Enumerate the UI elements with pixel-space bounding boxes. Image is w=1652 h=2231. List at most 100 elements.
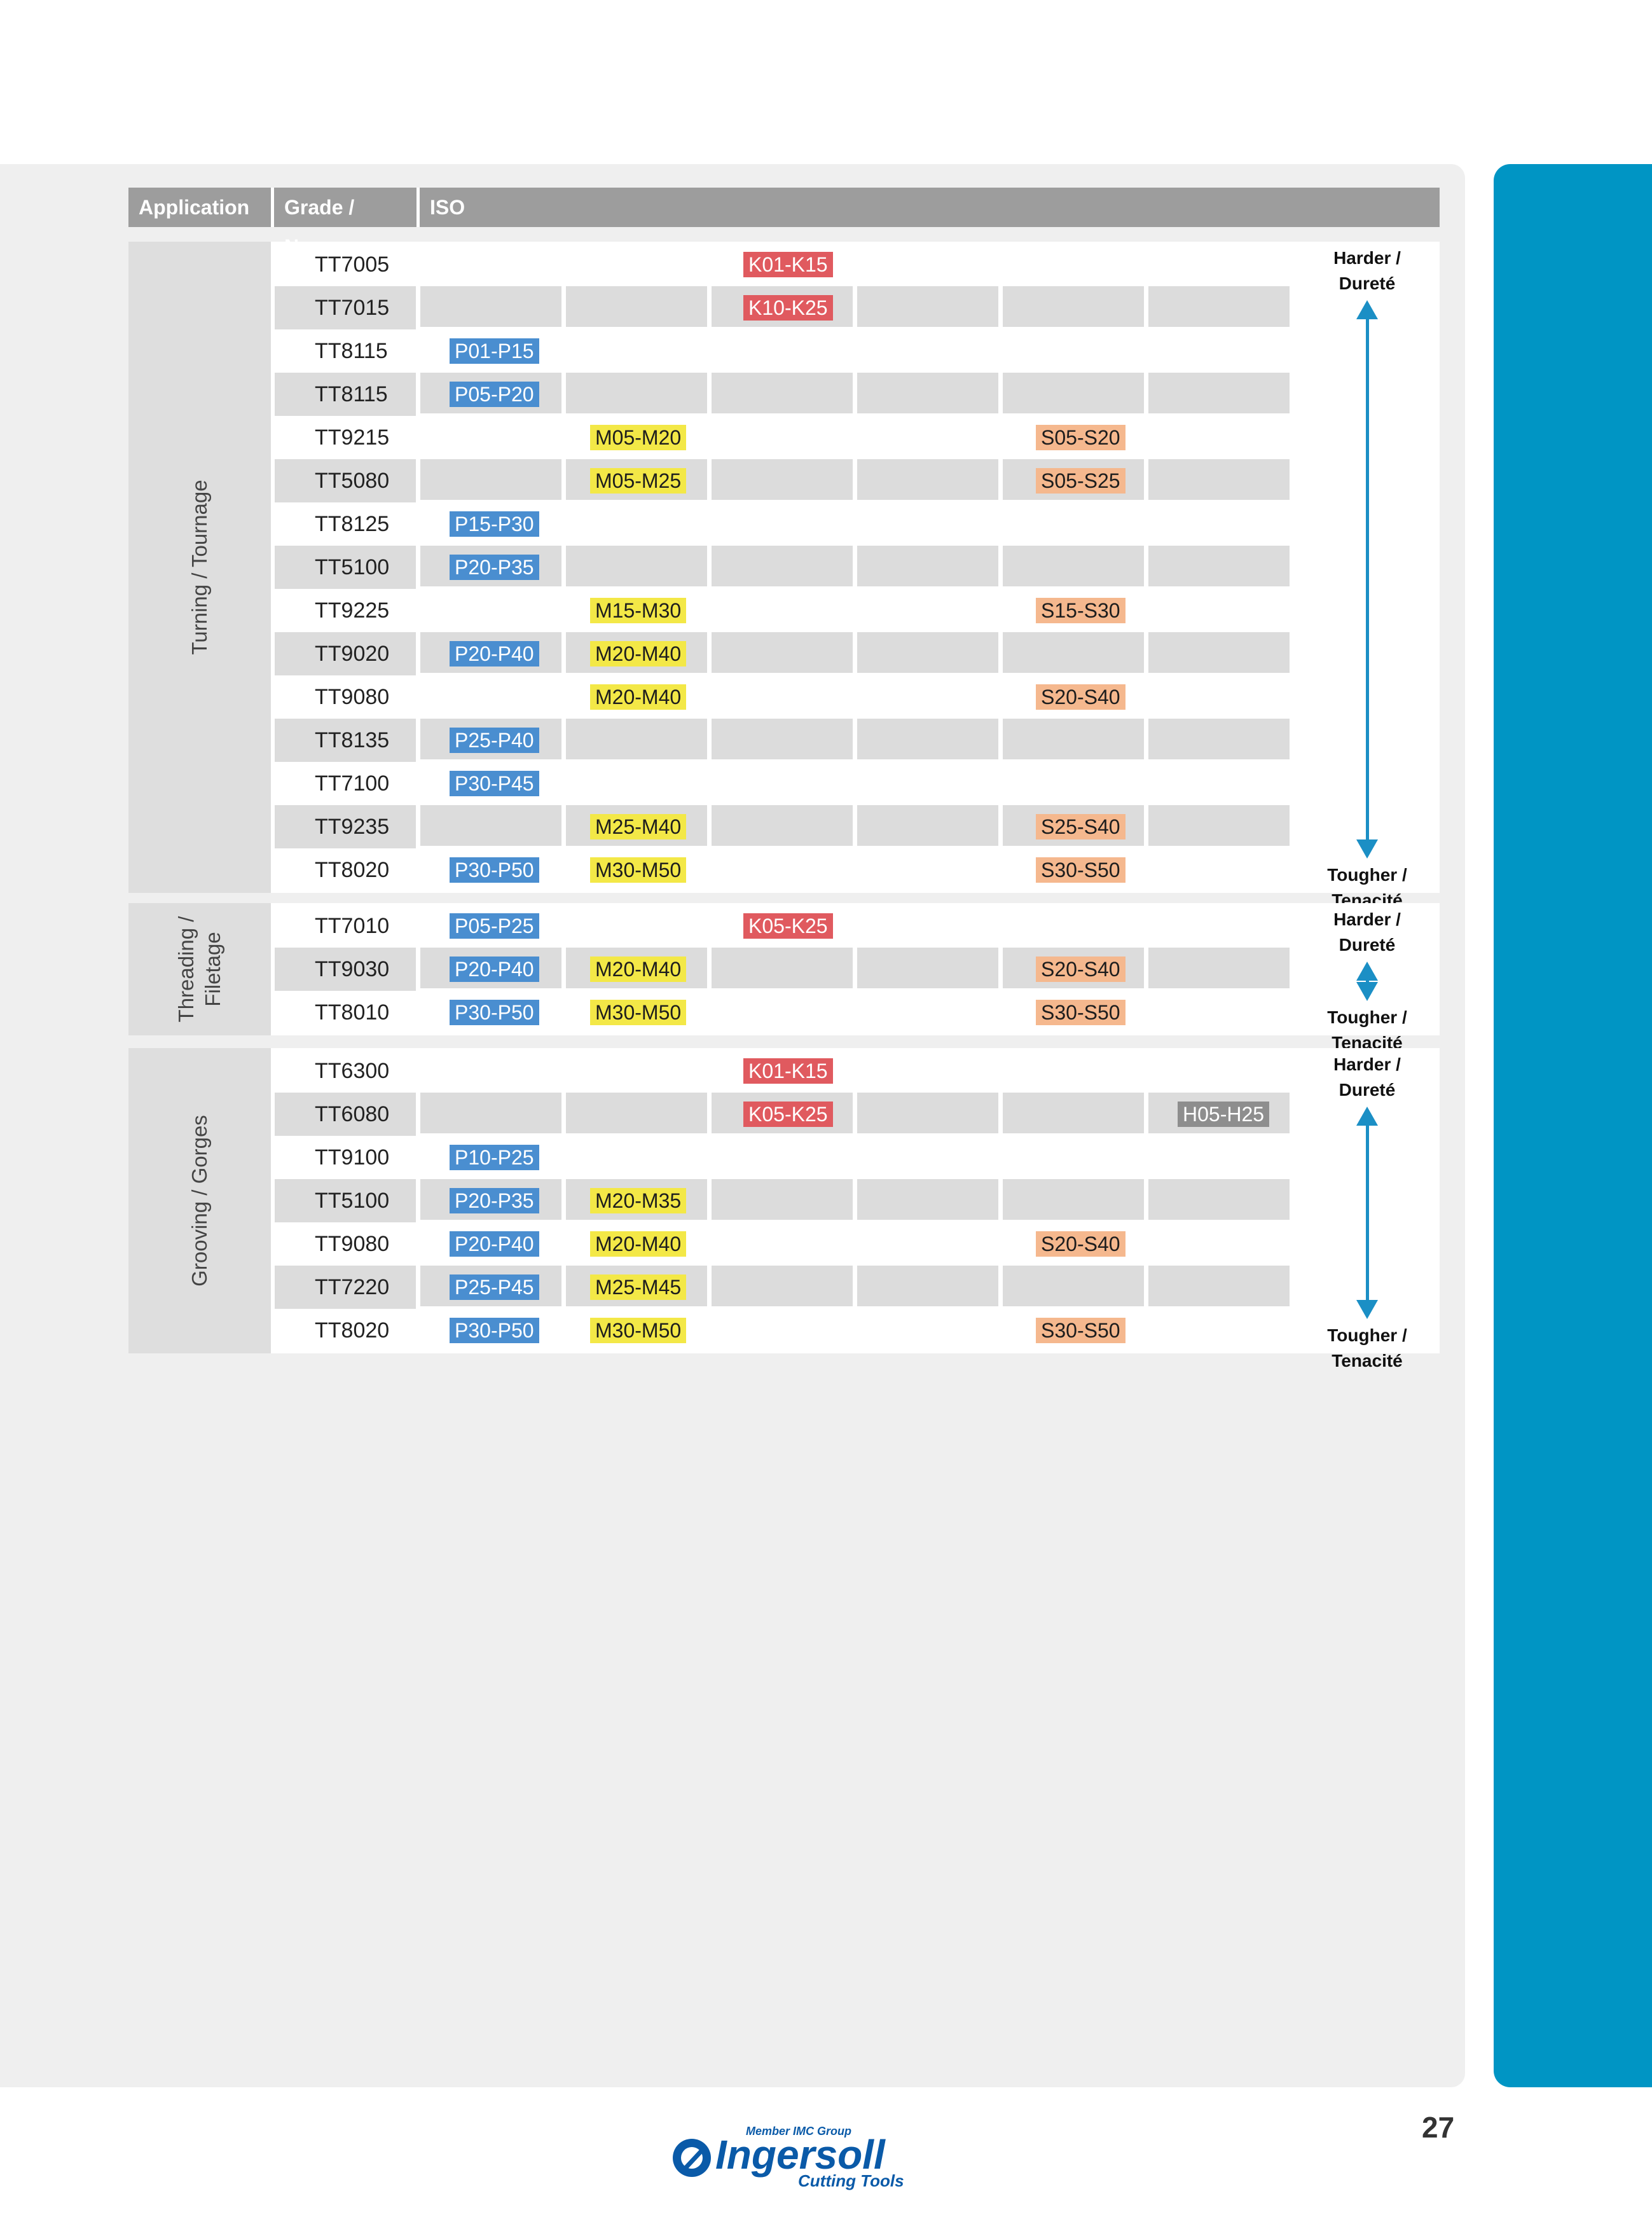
table-row: TT7005 K01-K15 [275,243,1297,286]
arrow-top-line: Harder / [1333,248,1401,268]
iso-cell-p: P25-P45 [420,1266,561,1306]
iso-cell-p: P05-P25 [420,904,561,945]
table-row: TT7100 P30-P45 [275,762,1297,805]
iso-badge-m: M15-M30 [590,598,687,623]
iso-cell-m [566,1093,707,1133]
iso-cell-p: P10-P25 [420,1136,561,1177]
iso-cell-h [1148,1309,1290,1350]
iso-cell-n [857,632,998,673]
iso-cell-s [1003,719,1144,759]
iso-badge-k: K01-K15 [743,252,833,277]
table-row: TT8115 P01-P15 [275,329,1297,373]
iso-badge-p: P05-P25 [450,913,539,939]
iso-cell-s [1003,502,1144,543]
table-row: TT7220 P25-P45 M25-M45 [275,1266,1297,1309]
iso-badge-p: P05-P20 [450,382,539,407]
arrow-top-line: Dureté [1339,273,1396,293]
grade-cell: TT5100 [275,1179,416,1222]
grade-cell: TT8115 [275,373,416,416]
double-arrow-icon [1356,962,1378,1001]
iso-cell-p [420,459,561,500]
iso-cell-n [857,991,998,1032]
iso-cell-k [712,1179,853,1220]
iso-cell-n [857,1266,998,1306]
iso-cell-k: K01-K15 [712,243,853,284]
iso-cell-k [712,632,853,673]
iso-cell-p: P20-P40 [420,948,561,988]
section-label-text: Turning / Tournage [186,480,213,654]
iso-badge-s: S30-S50 [1036,1000,1125,1025]
iso-cell-h [1148,675,1290,716]
iso-badge-m: M30-M50 [590,1000,687,1025]
section-label-text: Grooving / Gorges [186,1115,213,1287]
logo-member-text: Member IMC Group [746,2125,851,2138]
iso-cell-p [420,243,561,284]
grade-cell: TT7220 [275,1266,416,1309]
iso-cell-s [1003,373,1144,413]
iso-cell-p: P25-P40 [420,719,561,759]
iso-cell-k [712,329,853,370]
iso-badge-p: P20-P40 [450,1231,539,1257]
iso-cell-k [712,805,853,846]
iso-cell-s [1003,286,1144,327]
grade-cell: TT5100 [275,546,416,589]
iso-badge-p: P30-P50 [450,857,539,883]
header-iso: ISO [420,188,1440,227]
iso-cell-n [857,1049,998,1090]
iso-cell-s [1003,546,1144,586]
iso-cell-h [1148,848,1290,889]
iso-cell-m [566,904,707,945]
grade-cell: TT9020 [275,632,416,675]
iso-cell-m [566,329,707,370]
grade-cell: TT7010 [315,914,390,938]
iso-cell-h [1148,805,1290,846]
arrow-top-line: Harder / [1333,909,1401,929]
iso-cell-k [712,459,853,500]
iso-cell-s: S20-S40 [1003,675,1144,716]
section-label-line: Threading / [174,916,198,1023]
iso-cell-m: M30-M50 [566,848,707,889]
grade-cell: TT7005 [315,252,390,277]
grade-cell: TT5080 [275,459,416,502]
table-row: TT9080 M20-M40 S20-S40 [275,675,1297,719]
iso-cell-h [1148,1049,1290,1090]
iso-badge-s: S05-S25 [1036,468,1125,494]
iso-badge-p: P20-P40 [450,641,539,667]
iso-cell-k [712,1222,853,1263]
header-application: Application [128,188,274,227]
iso-cell-s [1003,632,1144,673]
table-row: TT8020 P30-P50 M30-M50 S30-S50 [275,1309,1297,1352]
table-row: TT9215 M05-M20 S05-S20 [275,416,1297,459]
iso-cell-p [420,1049,561,1090]
iso-cell-k: K10-K25 [712,286,853,327]
iso-cell-k [712,373,853,413]
grade-cell: TT7015 [275,286,416,329]
iso-cell-n [857,1309,998,1350]
section-0: Turning / Tournage TT7005 K01-K15 TT7015 K10… [128,242,1440,910]
iso-cell-n [857,719,998,759]
iso-cell-n [857,848,998,889]
grade-cell: TT9235 [275,805,416,848]
double-arrow-icon [1356,1107,1378,1319]
table-row: TT9100 P10-P25 [275,1136,1297,1179]
grade-cell: TT9030 [275,948,416,991]
iso-badge-k: K01-K15 [743,1058,833,1084]
iso-cell-s: S30-S50 [1003,848,1144,889]
iso-badge-p: P10-P25 [450,1145,539,1170]
iso-cell-n [857,1222,998,1263]
iso-cell-s [1003,1049,1144,1090]
iso-cell-k: K05-K25 [712,904,853,945]
iso-cell-h [1148,502,1290,543]
iso-cell-p [420,1093,561,1133]
iso-cell-h [1148,459,1290,500]
iso-cell-n [857,762,998,803]
grade-cell: TT6080 [275,1093,416,1136]
iso-cell-m: M15-M30 [566,589,707,630]
iso-cell-n [857,459,998,500]
iso-cell-m: M30-M50 [566,1309,707,1350]
iso-badge-m: M30-M50 [590,857,687,883]
iso-cell-p: P05-P20 [420,373,561,413]
arrow-label-harder: Harder / Dureté [1295,1052,1440,1103]
iso-cell-h: H05-H25 [1148,1093,1290,1133]
side-tab-accent [1494,164,1652,2087]
